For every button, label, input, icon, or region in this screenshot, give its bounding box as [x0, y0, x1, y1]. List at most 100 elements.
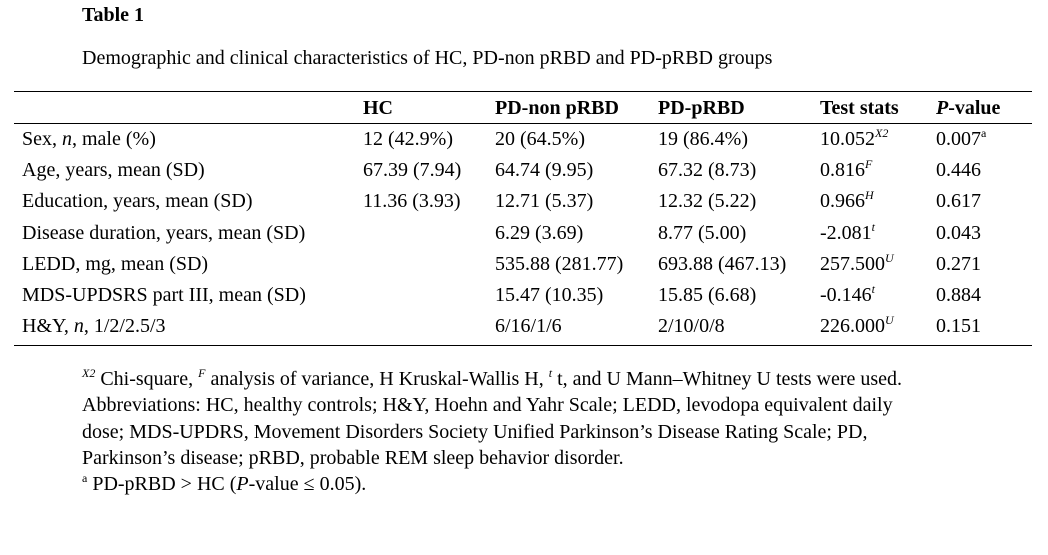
- bottom-rule: [14, 345, 1032, 346]
- test-stat-value: -0.146: [820, 284, 872, 307]
- cell-pd-prbd: 12.32 (5.22): [658, 190, 757, 213]
- row-label-text-2: , 1/2/2.5/3: [83, 315, 166, 338]
- row-label-italic: n: [62, 128, 72, 151]
- footnote-a-text-1: PD-pRBD > HC (: [87, 473, 237, 496]
- cell-p-value: 0.007a: [928, 124, 1032, 155]
- row-label: MDS-UPDSRS part III, mean (SD): [14, 280, 355, 311]
- row-label: Education, years, mean (SD): [14, 186, 355, 217]
- header-hc: HC: [363, 97, 393, 119]
- row-label-text: Education, years, mean (SD): [22, 190, 253, 213]
- header-pd-non-prbd: PD-non pRBD: [495, 97, 619, 119]
- footnote-sup-f: F: [198, 366, 206, 380]
- cell-pd-prbd: 693.88 (467.13): [658, 252, 787, 275]
- table-header-row: HC PD-non pRBD PD-pRBD Test stats P-valu…: [14, 93, 1032, 124]
- table-row: Sex, n, male (%) 12 (42.9%) 20 (64.5%) 19 (…: [14, 124, 1032, 155]
- cell-test-stat: 226.000U: [812, 311, 928, 342]
- table-footnotes: X2 Chi-square, F analysis of variance, H…: [82, 366, 932, 497]
- test-stat-type: H: [865, 188, 874, 203]
- test-stat-value: -2.081: [820, 221, 872, 244]
- table-number: Table 1: [82, 4, 145, 26]
- cell-pd-prbd: 8.77 (5.00): [658, 221, 747, 244]
- p-value: 0.043: [936, 221, 981, 244]
- footnote-a: a PD-pRBD > HC (P-value ≤ 0.05).: [82, 471, 932, 497]
- table-row: Education, years, mean (SD) 11.36 (3.93) 1…: [14, 186, 1032, 217]
- footnote-text-1: Chi-square,: [95, 368, 199, 390]
- footnote-sup-t: t: [548, 366, 553, 380]
- p-value: 0.617: [936, 190, 981, 213]
- p-value-footnote-mark: a: [981, 126, 987, 141]
- characteristics-table: HC PD-non pRBD PD-pRBD Test stats P-valu…: [14, 93, 1032, 342]
- footnote-text-2: analysis of variance, H Kruskal-Wallis H…: [205, 368, 549, 390]
- table-row: LEDD, mg, mean (SD) 535.88 (281.77) 693.88…: [14, 249, 1032, 280]
- row-label-text-2: , male (%): [72, 128, 156, 151]
- cell-p-value: 0.884: [928, 280, 1032, 311]
- row-label: Sex, n, male (%): [14, 124, 355, 155]
- cell-pd-non-prbd: 64.74 (9.95): [495, 159, 594, 182]
- cell-pd-prbd: 19 (86.4%): [658, 128, 748, 151]
- test-stat-type: U: [885, 250, 894, 265]
- cell-pd-prbd: 15.85 (6.68): [658, 284, 757, 307]
- test-stat-value: 0.816: [820, 159, 865, 182]
- p-value: 0.007: [936, 128, 981, 151]
- row-label: Disease duration, years, mean (SD): [14, 218, 355, 249]
- cell-test-stat: 0.816F: [812, 155, 928, 186]
- test-stat-type: t: [871, 219, 876, 234]
- cell-hc: 67.39 (7.94): [363, 159, 462, 182]
- test-stat-value: 10.052: [820, 128, 875, 151]
- row-label-text: LEDD, mg, mean (SD): [22, 252, 209, 275]
- header-rule: [14, 123, 1032, 124]
- header-test-stats: Test stats: [820, 97, 899, 119]
- cell-test-stat: -0.146t: [812, 280, 928, 311]
- cell-p-value: 0.271: [928, 249, 1032, 280]
- row-label-text: Sex,: [22, 128, 62, 151]
- footnote-sup-x2: X2: [82, 366, 96, 380]
- table-caption: Demographic and clinical characteristics…: [82, 47, 773, 69]
- footnote-sup-a: a: [82, 471, 88, 486]
- header-pd-prbd: PD-pRBD: [658, 97, 745, 119]
- p-value: 0.884: [936, 284, 981, 307]
- table-row: Disease duration, years, mean (SD) 6.29 (…: [14, 218, 1032, 249]
- footnote-a-italic: P: [236, 473, 249, 496]
- row-label-text: H&Y,: [22, 315, 74, 338]
- cell-hc: [355, 249, 487, 280]
- row-label: LEDD, mg, mean (SD): [14, 249, 355, 280]
- cell-pd-prbd: 2/10/0/8: [658, 315, 725, 338]
- cell-hc: 11.36 (3.93): [363, 190, 461, 213]
- table-row: Age, years, mean (SD) 67.39 (7.94) 64.74 (…: [14, 155, 1032, 186]
- test-stat-type: t: [871, 282, 876, 297]
- p-value: 0.271: [936, 252, 981, 275]
- header-p-value: P-value: [928, 93, 1032, 124]
- cell-pd-non-prbd: 15.47 (10.35): [495, 284, 604, 307]
- cell-pd-non-prbd: 6.29 (3.69): [495, 221, 584, 244]
- cell-test-stat: 0.966H: [812, 186, 928, 217]
- cell-pd-non-prbd: 6/16/1/6: [495, 315, 562, 338]
- cell-p-value: 0.617: [928, 186, 1032, 217]
- top-rule: [14, 91, 1032, 92]
- test-stat-type: F: [865, 157, 873, 172]
- row-label: Age, years, mean (SD): [14, 155, 355, 186]
- header-p-rest: -value: [948, 97, 1001, 119]
- p-value: 0.151: [936, 315, 981, 338]
- cell-test-stat: 10.052X2: [812, 124, 928, 155]
- row-label-text: MDS-UPDSRS part III, mean (SD): [22, 284, 306, 307]
- row-label-italic: n: [73, 315, 84, 338]
- cell-pd-non-prbd: 535.88 (281.77): [495, 252, 624, 275]
- row-label: H&Y, n, 1/2/2.5/3: [14, 311, 355, 342]
- footnote-tests: X2 Chi-square, F analysis of variance, H…: [82, 366, 932, 471]
- header-p-italic: P: [936, 97, 949, 119]
- header-variable: [14, 93, 355, 124]
- test-stat-type: X2: [875, 126, 889, 141]
- cell-p-value: 0.446: [928, 155, 1032, 186]
- cell-p-value: 0.151: [928, 311, 1032, 342]
- cell-hc: 12 (42.9%): [363, 128, 453, 151]
- p-value: 0.446: [936, 159, 981, 182]
- cell-pd-non-prbd: 12.71 (5.37): [495, 190, 594, 213]
- cell-hc: [355, 280, 487, 311]
- test-stat-type: U: [885, 313, 894, 328]
- cell-p-value: 0.043: [928, 218, 1032, 249]
- table-row: H&Y, n, 1/2/2.5/3 6/16/1/6 2/10/0/8 226.000…: [14, 311, 1032, 342]
- footnote-text-3: t, and U Mann–Whitney U tests were used.…: [82, 368, 903, 469]
- cell-pd-prbd: 67.32 (8.73): [658, 159, 757, 182]
- row-label-text: Age, years, mean (SD): [22, 159, 205, 182]
- cell-test-stat: -2.081t: [812, 218, 928, 249]
